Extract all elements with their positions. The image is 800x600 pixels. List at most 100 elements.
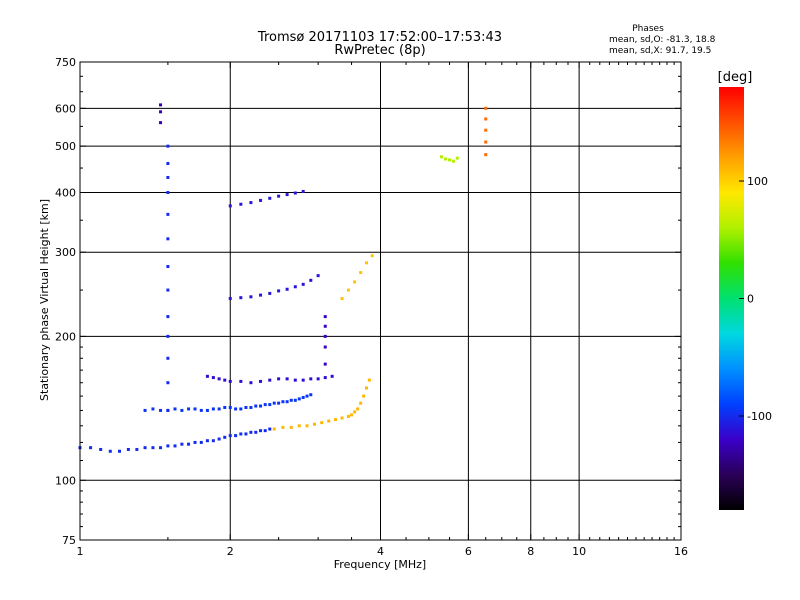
data-point <box>455 156 459 160</box>
data-point <box>440 155 444 159</box>
data-point <box>166 356 170 360</box>
data-point <box>268 196 272 200</box>
data-point <box>268 378 272 382</box>
data-point <box>249 381 253 385</box>
data-point <box>448 158 452 162</box>
data-point <box>159 103 163 107</box>
data-point <box>211 407 215 411</box>
colorbar-label: [deg] <box>718 70 753 85</box>
data-point <box>239 379 243 383</box>
data-point <box>277 194 281 198</box>
data-point <box>249 430 253 434</box>
data-point <box>323 315 327 319</box>
data-point <box>223 435 227 439</box>
data-point <box>316 377 320 381</box>
data-point <box>166 175 170 179</box>
data-point <box>228 434 232 438</box>
data-point <box>159 110 163 114</box>
data-point <box>166 444 170 448</box>
data-point <box>228 405 232 409</box>
data-point <box>312 422 316 426</box>
x-tick-label: 2 <box>227 545 234 558</box>
data-point <box>211 439 215 443</box>
data-point <box>323 362 327 366</box>
data-point <box>301 282 305 286</box>
data-point <box>239 407 243 411</box>
data-point <box>259 293 263 297</box>
data-point <box>99 447 103 451</box>
data-point <box>285 400 289 404</box>
data-point <box>268 403 272 407</box>
x-tick-label: 8 <box>527 545 534 558</box>
data-point <box>350 413 354 417</box>
data-point <box>166 408 170 412</box>
data-point <box>143 408 147 412</box>
data-point <box>309 278 313 282</box>
phase-stats-x-mode: mean, sd,X: 91.7, 19.5 <box>609 46 711 56</box>
y-tick-label: 200 <box>55 330 76 343</box>
data-point <box>362 394 366 398</box>
data-point <box>108 449 112 453</box>
colorbar-tick-label: 100 <box>747 175 768 188</box>
data-point <box>346 288 350 292</box>
data-point <box>126 447 130 451</box>
data-point <box>484 106 488 110</box>
data-point <box>228 379 232 383</box>
data-point <box>484 153 488 157</box>
chart-title: Tromsø 20171103 17:52:00–17:53:43 <box>257 30 502 45</box>
data-point <box>356 407 360 411</box>
data-point <box>166 161 170 165</box>
data-point <box>254 430 258 434</box>
data-point <box>166 144 170 148</box>
y-tick-label: 300 <box>55 246 76 259</box>
y-tick-label: 600 <box>55 102 76 115</box>
data-point <box>340 416 344 420</box>
x-axis-label: Frequency [MHz] <box>334 558 426 571</box>
data-point <box>365 386 369 390</box>
data-point <box>277 289 281 293</box>
data-point <box>234 407 238 411</box>
data-point <box>444 157 448 161</box>
data-point <box>254 404 258 408</box>
data-point <box>159 446 163 450</box>
data-point <box>340 297 344 301</box>
data-point <box>323 376 327 380</box>
gridlines <box>80 62 681 540</box>
data-point <box>249 201 253 205</box>
data-point <box>180 408 184 412</box>
data-point <box>272 427 276 431</box>
data-point <box>151 407 155 411</box>
data-point <box>217 377 221 381</box>
data-point <box>239 202 243 206</box>
data-point <box>323 345 327 349</box>
data-point <box>353 280 357 284</box>
data-point <box>293 285 297 289</box>
data-point <box>293 378 297 382</box>
data-point <box>370 254 374 258</box>
data-point <box>217 407 221 411</box>
data-point <box>316 274 320 278</box>
data-point <box>301 189 305 193</box>
data-point <box>297 424 301 428</box>
data-point <box>259 379 263 383</box>
data-point <box>309 393 313 397</box>
data-point <box>293 398 297 402</box>
data-point <box>259 429 263 433</box>
y-tick-label: 400 <box>55 186 76 199</box>
data-point <box>367 378 371 382</box>
data-point <box>289 398 293 402</box>
y-tick-label: 75 <box>62 534 76 547</box>
data-point <box>285 287 289 291</box>
data-point <box>205 374 209 378</box>
data-point <box>359 401 363 405</box>
data-point <box>180 442 184 446</box>
data-point <box>333 418 337 422</box>
data-point <box>166 334 170 338</box>
data-point <box>199 408 203 412</box>
data-point <box>193 407 197 411</box>
data-point <box>173 407 177 411</box>
data-point <box>263 429 267 433</box>
data-point <box>484 140 488 144</box>
data-point <box>277 377 281 381</box>
data-point <box>151 446 155 450</box>
